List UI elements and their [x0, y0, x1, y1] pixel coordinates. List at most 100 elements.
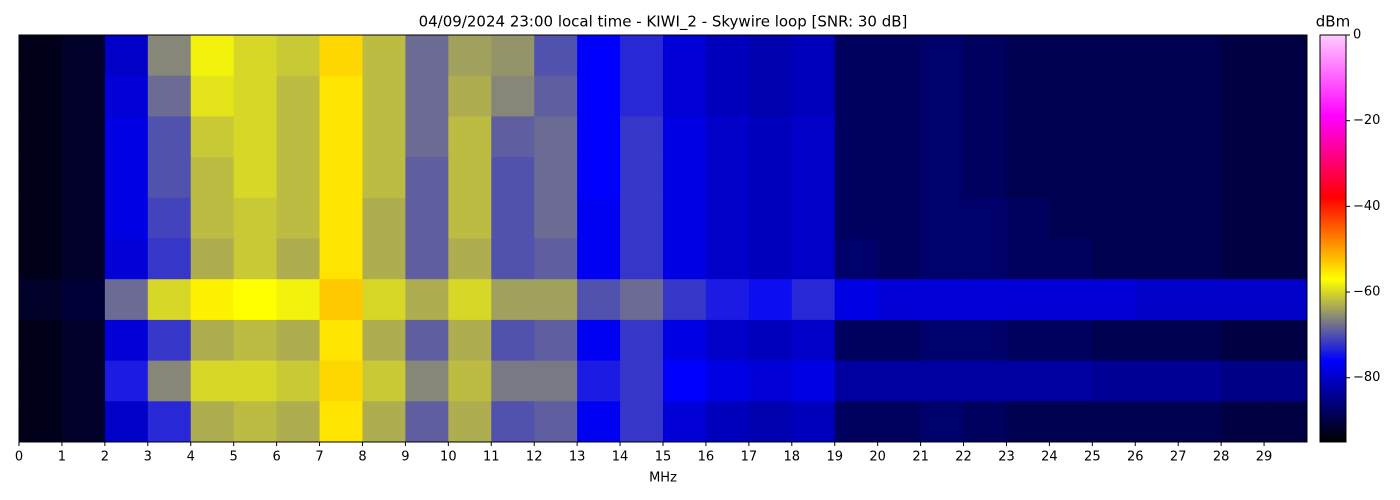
heatmap-cell — [1178, 197, 1222, 239]
heatmap-cell — [1049, 360, 1093, 402]
heatmap-cell — [577, 319, 621, 362]
x-tick-label: 4 — [187, 450, 195, 465]
heatmap-cell — [276, 279, 321, 321]
heatmap-cell — [233, 360, 278, 402]
heatmap-cell — [577, 157, 621, 199]
heatmap-cell — [705, 279, 750, 321]
heatmap-cell — [276, 238, 321, 280]
heatmap-cell — [1135, 360, 1179, 402]
heatmap-cell — [448, 35, 492, 77]
x-tick-label: 5 — [230, 450, 238, 465]
heatmap-cell — [104, 360, 149, 402]
heatmap-cell — [1092, 401, 1136, 443]
heatmap-cell — [491, 116, 535, 158]
heatmap-cell — [1221, 238, 1265, 280]
heatmap-cell — [534, 279, 578, 321]
heatmap-cell — [104, 279, 149, 321]
x-axis-label: MHz — [649, 471, 677, 486]
heatmap-cell — [19, 197, 63, 239]
heatmap-cell — [491, 35, 535, 77]
heatmap-cell — [1221, 75, 1265, 117]
heatmap-cell — [663, 360, 707, 402]
heatmap-cell — [748, 197, 793, 239]
heatmap-cell — [791, 319, 836, 362]
heatmap-cell — [620, 116, 664, 158]
heatmap-cell — [104, 35, 149, 77]
heatmap-cell — [319, 157, 363, 199]
heatmap-cell — [534, 401, 578, 443]
heatmap-cell — [963, 401, 1007, 443]
heatmap-cell — [1092, 360, 1136, 402]
colorbar-tick-label: −20 — [1353, 113, 1380, 128]
heatmap-cell — [1221, 35, 1265, 77]
x-tick-label: 22 — [955, 450, 972, 465]
heatmap-cell — [834, 35, 879, 77]
heatmap-cell — [405, 360, 449, 402]
heatmap-cell — [1049, 116, 1093, 158]
heatmap-cell — [920, 197, 965, 239]
heatmap-cell — [1135, 319, 1179, 362]
heatmap-cell — [276, 197, 321, 239]
heatmap-cell — [791, 116, 836, 158]
heatmap-cell — [791, 279, 836, 321]
x-tick-label: 10 — [440, 450, 457, 465]
heatmap-cell — [362, 401, 406, 443]
heatmap-cell — [877, 197, 922, 239]
heatmap-cell — [19, 35, 63, 77]
heatmap-cell — [448, 401, 492, 443]
heatmap-cell — [491, 75, 535, 117]
heatmap-cell — [877, 360, 922, 402]
heatmap-cell — [620, 360, 664, 402]
heatmap-cell — [1178, 157, 1222, 199]
heatmap-cell — [1178, 35, 1222, 77]
heatmap-cell — [1006, 197, 1050, 239]
heatmap-cell — [963, 360, 1007, 402]
heatmap-cell — [834, 319, 879, 362]
heatmap-cell — [791, 401, 836, 443]
heatmap-cell — [877, 401, 922, 443]
heatmap-cell — [1264, 238, 1308, 280]
heatmap-cell — [276, 35, 321, 77]
heatmap-cell — [534, 157, 578, 199]
heatmap-cell — [748, 360, 793, 402]
heatmap-cell — [877, 35, 922, 77]
heatmap-cell — [319, 360, 363, 402]
heatmap-cell — [491, 238, 535, 280]
x-tick-label: 25 — [1084, 450, 1101, 465]
heatmap-cell — [190, 116, 235, 158]
heatmap-cell — [834, 197, 879, 239]
heatmap-cell — [61, 157, 106, 199]
heatmap-cell — [362, 319, 406, 362]
heatmap-cell — [1092, 116, 1136, 158]
x-tick-label: 12 — [526, 450, 543, 465]
heatmap-cell — [663, 401, 707, 443]
x-tick-label: 13 — [569, 450, 586, 465]
heatmap-cell — [1092, 279, 1136, 321]
heatmap-cell — [963, 279, 1007, 321]
heatmap-cell — [61, 319, 106, 362]
heatmap-cell — [104, 75, 149, 117]
heatmap-cell — [319, 238, 363, 280]
heatmap-cell — [190, 360, 235, 402]
heatmap-cell — [362, 197, 406, 239]
heatmap-cell — [1049, 75, 1093, 117]
heatmap-cell — [1178, 238, 1222, 280]
heatmap-cell — [748, 319, 793, 362]
heatmap-cell — [1049, 319, 1093, 362]
heatmap-cell — [877, 157, 922, 199]
heatmap-cell — [1006, 319, 1050, 362]
heatmap-cell — [104, 197, 149, 239]
x-tick-label: 1 — [58, 450, 66, 465]
heatmap-cell — [1221, 116, 1265, 158]
heatmap-cell — [748, 401, 793, 443]
heatmap-cell — [1006, 360, 1050, 402]
heatmap-cell — [190, 238, 235, 280]
heatmap-cell — [534, 319, 578, 362]
heatmap-cell — [491, 319, 535, 362]
heatmap-cell — [663, 116, 707, 158]
x-tick-label: 19 — [826, 450, 843, 465]
heatmap-cell — [1049, 157, 1093, 199]
heatmap-cell — [104, 238, 149, 280]
heatmap-cell — [362, 116, 406, 158]
heatmap-cell — [405, 238, 449, 280]
